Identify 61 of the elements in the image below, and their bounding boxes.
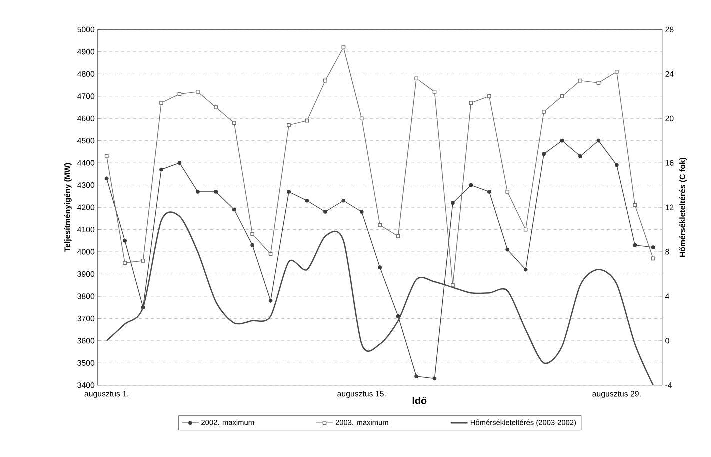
point [378,224,382,228]
point [469,101,474,106]
point [214,106,218,110]
point [324,79,328,83]
point [123,239,127,243]
point [305,199,310,203]
point [196,190,200,194]
point [160,101,164,106]
point [596,81,601,86]
point [633,244,638,248]
point [451,201,455,206]
point [324,210,328,214]
point [214,190,218,194]
point [378,266,382,270]
point [432,90,437,94]
point [232,208,236,212]
point [506,248,510,252]
point [268,299,273,303]
point [396,234,400,239]
point [432,376,437,381]
point [633,204,638,208]
point [651,256,656,261]
point [651,246,656,250]
point [469,184,474,188]
point [578,79,582,83]
point [342,46,346,50]
point [487,190,492,194]
point [287,124,291,128]
point [342,199,346,203]
point [451,284,455,288]
point [178,161,182,166]
point [542,152,546,156]
point [524,228,528,232]
point [596,139,601,143]
point [196,90,200,94]
point [524,268,528,272]
point [104,176,109,181]
point [160,168,164,172]
point [250,244,255,248]
point [287,190,291,194]
point [360,116,364,121]
point [614,164,619,168]
point [396,314,400,319]
point [560,139,564,143]
point [414,76,418,81]
point [305,119,310,123]
point [578,154,582,158]
point [614,70,619,74]
point [232,121,236,126]
point [414,374,418,379]
point [542,110,546,114]
point [506,190,510,194]
point [250,232,255,236]
x-axis-title: Idő [412,397,427,404]
point [141,259,146,263]
point [360,210,364,214]
point [104,154,109,158]
point [560,94,564,98]
point [487,94,492,98]
point [178,92,182,96]
point [123,261,127,266]
